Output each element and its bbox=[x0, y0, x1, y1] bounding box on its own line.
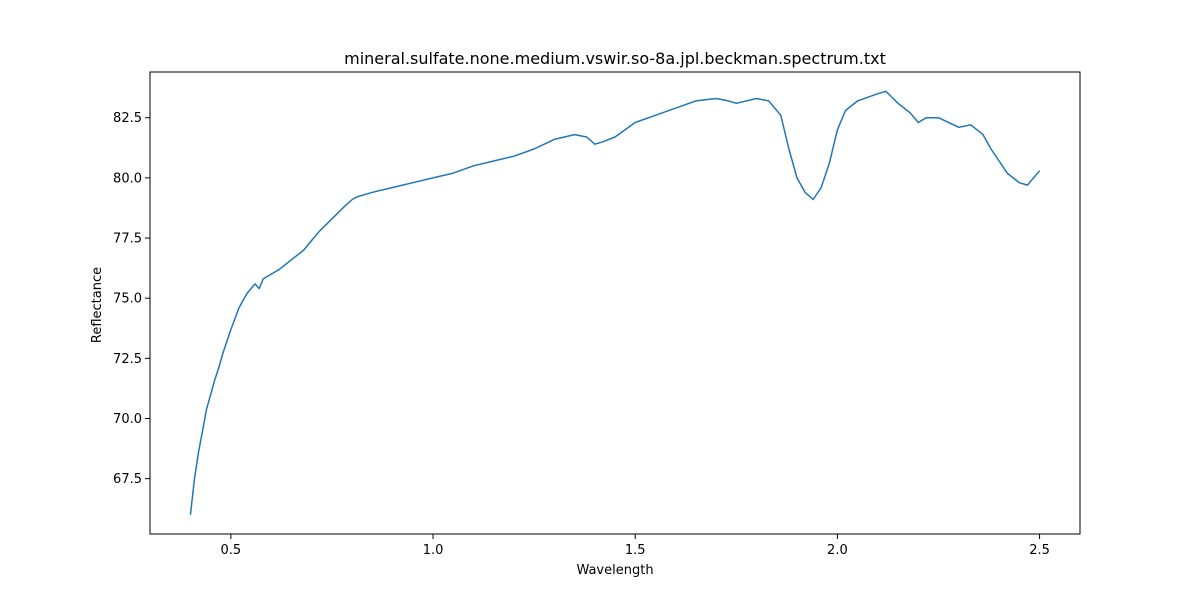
y-tick-label: 67.5 bbox=[113, 472, 142, 487]
y-tick-label: 72.5 bbox=[113, 352, 142, 367]
x-tick-label: 1.0 bbox=[423, 543, 444, 558]
chart-title: mineral.sulfate.none.medium.vswir.so-8a.… bbox=[344, 49, 886, 68]
x-axis-label: Wavelength bbox=[576, 563, 653, 578]
x-tick-label: 1.5 bbox=[625, 543, 646, 558]
plot-frame bbox=[149, 71, 1081, 535]
y-tick-label: 77.5 bbox=[113, 232, 142, 247]
spectrum-line bbox=[189, 90, 1041, 515]
x-axis-ticks: 0.5 1.0 1.5 2.0 2.5 bbox=[221, 534, 1050, 558]
x-tick-label: 2.0 bbox=[827, 543, 848, 558]
x-tick-label: 0.5 bbox=[221, 543, 242, 558]
y-axis-ticks: 67.5 70.0 72.5 75.0 77.5 80.0 82.5 bbox=[113, 111, 150, 487]
x-tick-label: 2.5 bbox=[1029, 543, 1050, 558]
y-tick-label: 82.5 bbox=[113, 111, 142, 126]
y-tick-label: 70.0 bbox=[113, 412, 142, 427]
y-tick-label: 75.0 bbox=[113, 292, 142, 307]
y-tick-label: 80.0 bbox=[113, 171, 142, 186]
y-axis-label: Reflectance bbox=[90, 267, 105, 343]
